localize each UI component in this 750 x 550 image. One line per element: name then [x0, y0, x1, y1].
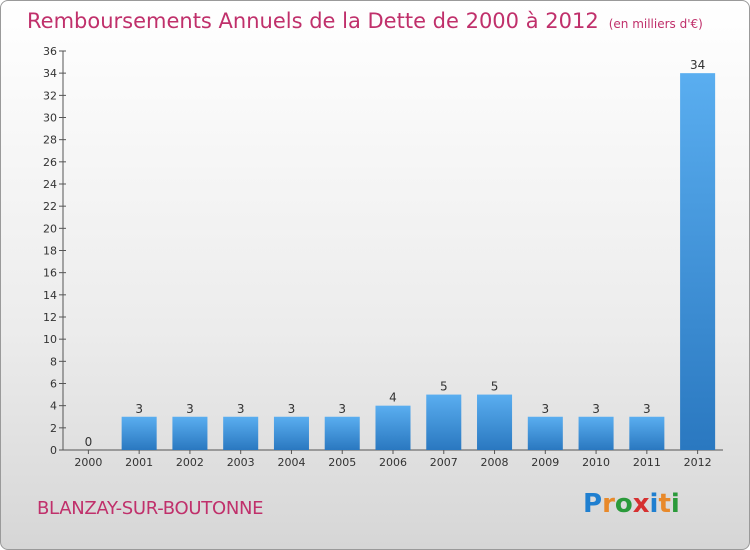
bar [527, 416, 563, 450]
y-tick-label: 36 [43, 45, 57, 58]
x-tick-label: 2001 [125, 456, 153, 469]
bar [629, 416, 665, 450]
bar [426, 394, 462, 450]
logo-letter: r [602, 489, 615, 519]
y-tick-label: 20 [43, 222, 57, 235]
bar-value-label: 3 [338, 402, 346, 416]
bar-value-label: 3 [288, 402, 296, 416]
chart-title: Remboursements Annuels de la Dette de 20… [27, 9, 703, 33]
bar-value-label: 3 [541, 402, 549, 416]
bar [121, 416, 157, 450]
y-tick-label: 16 [43, 267, 57, 280]
y-tick-label: 4 [50, 400, 57, 413]
y-tick-label: 34 [43, 67, 57, 80]
bar-value-label: 3 [643, 402, 651, 416]
x-tick-label: 2002 [176, 456, 204, 469]
bar [172, 416, 208, 450]
bar [680, 73, 716, 451]
y-tick-label: 28 [43, 134, 57, 147]
x-tick-label: 2010 [582, 456, 610, 469]
y-tick-label: 2 [50, 422, 57, 435]
x-tick-label: 2004 [277, 456, 305, 469]
bar-value-label: 3 [592, 402, 600, 416]
bar-value-label: 3 [186, 402, 194, 416]
y-tick-label: 0 [50, 444, 57, 457]
y-tick-label: 22 [43, 200, 57, 213]
logo-letter: t [658, 489, 671, 519]
bar-value-label: 5 [491, 380, 499, 394]
commune-name: BLANZAY-SUR-BOUTONNE [37, 498, 264, 519]
bar-value-label: 3 [237, 402, 245, 416]
y-tick-label: 8 [50, 355, 57, 368]
y-tick-label: 6 [50, 378, 57, 391]
bars: 03 3 3 3 345 53 3 334 [85, 58, 716, 451]
y-tick-label: 12 [43, 311, 57, 324]
proxiti-logo: Proxiti [583, 489, 680, 519]
bar [375, 405, 411, 450]
x-tick-label: 2006 [379, 456, 407, 469]
bar [273, 416, 309, 450]
chart-unit: (en milliers d'€) [608, 17, 703, 31]
y-tick-label: 30 [43, 112, 57, 125]
logo-letter: i [670, 489, 680, 519]
bar [477, 394, 513, 450]
bar [324, 416, 360, 450]
logo-letter: P [583, 489, 603, 519]
x-tick-label: 2007 [430, 456, 458, 469]
y-tick-label: 18 [43, 245, 57, 258]
logo-letter: o [614, 489, 633, 519]
bar-value-label: 3 [135, 402, 143, 416]
y-tick-label: 24 [43, 178, 57, 191]
x-tick-label: 2008 [481, 456, 509, 469]
bar-value-label: 4 [389, 391, 397, 405]
x-tick-label: 2005 [328, 456, 356, 469]
bar-value-label: 5 [440, 380, 448, 394]
y-tick-label: 32 [43, 89, 57, 102]
x-tick-label: 2011 [633, 456, 661, 469]
bar [223, 416, 259, 450]
x-tick-label: 2009 [531, 456, 559, 469]
x-tick-label: 2003 [227, 456, 255, 469]
logo-letter: i [649, 489, 659, 519]
chart-title-text: Remboursements Annuels de la Dette de 20… [27, 9, 599, 33]
logo-letter: x [632, 489, 650, 519]
bar-value-label: 34 [690, 58, 705, 72]
y-tick-label: 10 [43, 333, 57, 346]
bar [578, 416, 614, 450]
y-tick-label: 14 [43, 289, 57, 302]
y-tick-label: 26 [43, 156, 57, 169]
x-tick-label: 2012 [684, 456, 712, 469]
bar-value-label: 0 [85, 435, 93, 449]
x-tick-label: 2000 [74, 456, 102, 469]
